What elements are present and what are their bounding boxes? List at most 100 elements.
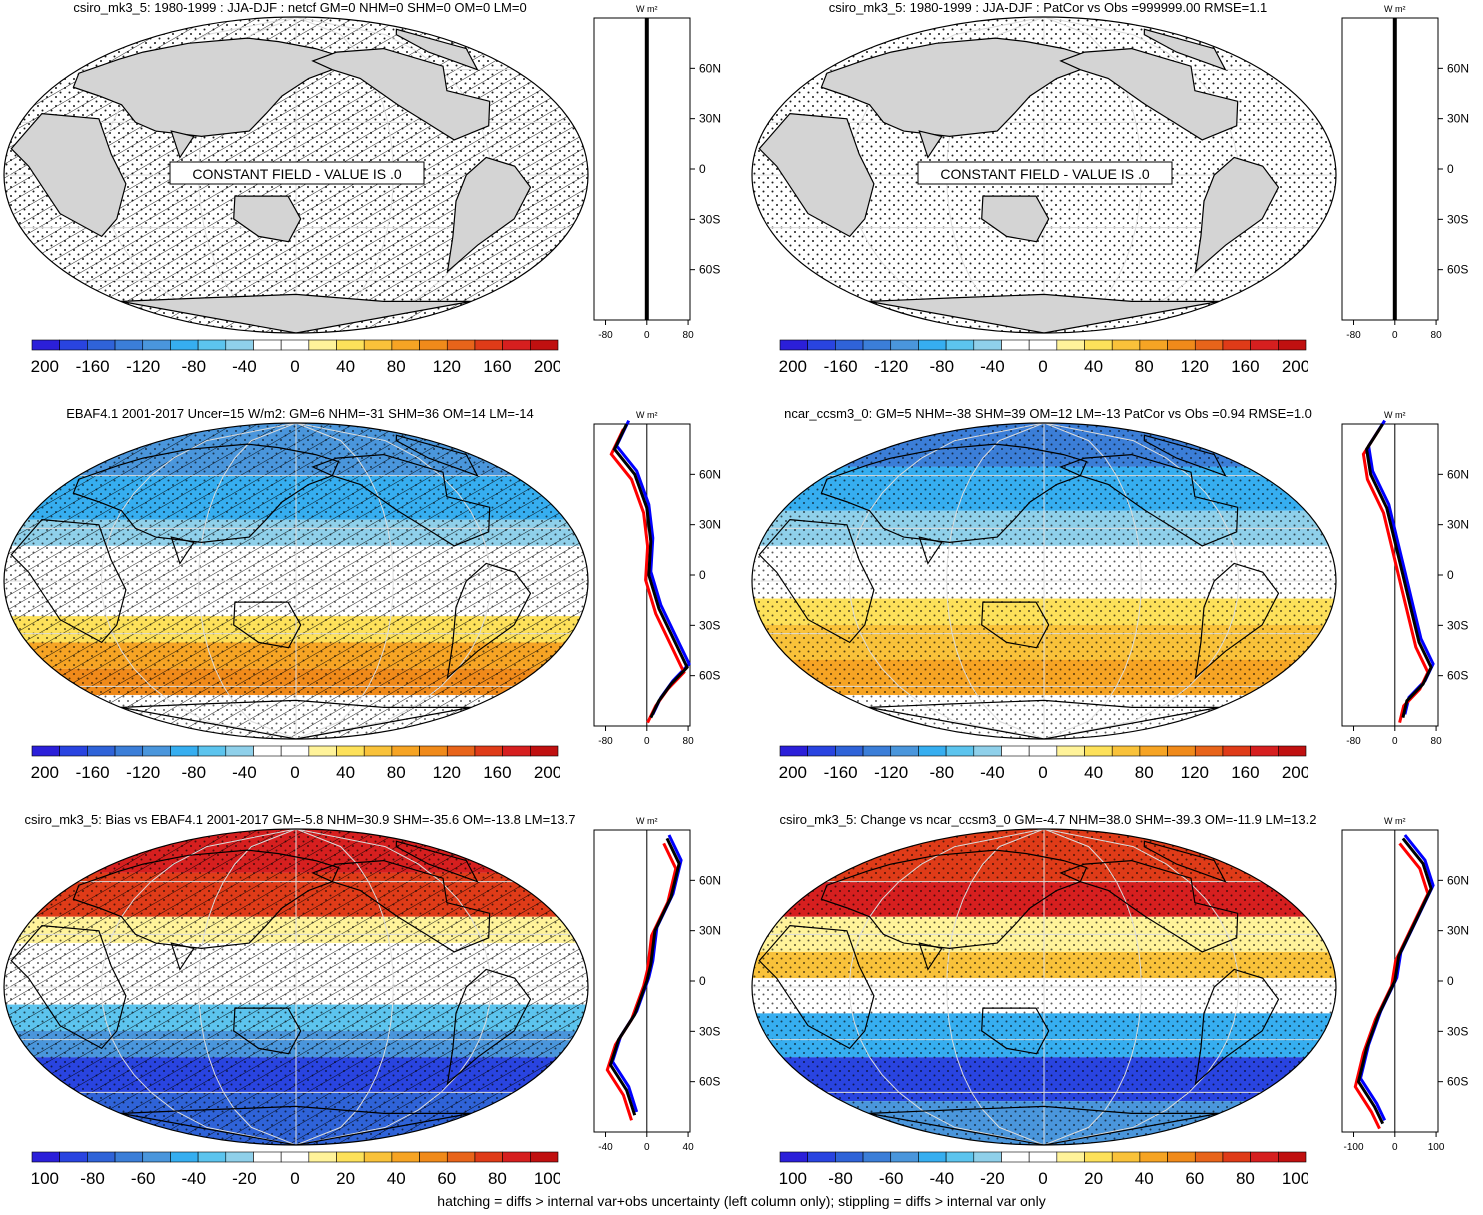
colorbar-cell: [87, 339, 116, 351]
colorbar-cell: [1056, 339, 1085, 351]
colorbar-label: 80: [1135, 763, 1154, 782]
colorbar-cell: [87, 1151, 116, 1163]
colorbar-label: 0: [290, 357, 299, 376]
profile-frame: [593, 17, 691, 321]
colorbar-cell: [1001, 339, 1030, 351]
colorbar-cell: [225, 339, 254, 351]
profile-line: [612, 423, 689, 719]
colorbar-cell: [807, 745, 836, 757]
colorbar-cell: [973, 339, 1002, 351]
colorbar-cell: [1167, 1151, 1196, 1163]
colorbar-label: -160: [824, 357, 858, 376]
colorbar-label: -40: [980, 357, 1005, 376]
colorbar-cell: [1111, 745, 1141, 757]
lat-label: 60S: [699, 1075, 720, 1089]
coastline: [868, 699, 1220, 739]
colorbar-label: 160: [483, 763, 511, 782]
lat-label: 0: [699, 162, 706, 176]
colorbar-cell: [446, 1151, 476, 1163]
colorbar-label: 160: [1231, 357, 1259, 376]
coastline: [170, 942, 195, 971]
coastline: [311, 47, 491, 141]
graticule-meridian: [295, 423, 394, 739]
colorbar: -200 -160 -120 -80 -40 0 40 80 120 160 200: [30, 745, 560, 782]
colorbar-cell: [225, 745, 254, 757]
colorbar-label: 100: [1282, 1169, 1308, 1188]
colorbar-cell: [197, 339, 227, 351]
coastline: [233, 195, 302, 243]
profile-frame: [593, 423, 691, 727]
colorbar-cell: [779, 339, 808, 351]
x-tick-label: 80: [1431, 330, 1443, 340]
zonal-mean-profile: W m² 60N 30N 0 30S 60S -80 0 80: [593, 410, 721, 746]
colorbar-label: -200: [30, 357, 59, 376]
colorbar-label: 80: [387, 763, 406, 782]
colorbar-cell: [419, 339, 448, 351]
coastline: [170, 536, 195, 565]
graticule-meridian: [1043, 829, 1142, 1145]
x-tick-label: -40: [598, 1142, 613, 1152]
colorbar-label: 160: [1231, 763, 1259, 782]
coastline: [1194, 968, 1280, 1086]
colorbar-cell: [1194, 1151, 1224, 1163]
graticule-meridian: [100, 423, 297, 739]
profile-line: [1356, 837, 1433, 1125]
colorbar-cell: [1222, 745, 1251, 757]
coastline: [1059, 47, 1239, 141]
colorbar-cell: [1028, 339, 1058, 351]
coastline: [981, 1007, 1050, 1055]
colorbar: -200 -160 -120 -80 -40 0 40 80 120 160 200: [778, 339, 1308, 376]
coastline: [918, 536, 943, 565]
colorbar-label: -120: [126, 357, 160, 376]
colorbar-label: -40: [980, 763, 1005, 782]
colorbar-cell: [114, 745, 144, 757]
zonal-mean-profile: W m² 60N 30N 0 30S 60S -100 0 100: [1341, 816, 1469, 1152]
map-panel-3: EBAF4.1 2001-2017 Uncer=15 W/m2: GM=6 NH…: [0, 406, 740, 806]
coastline: [820, 849, 1088, 950]
colorbar-label: -200: [778, 357, 807, 376]
map-panel-1: csiro_mk3_5: 1980-1999 : JJA-DJF : netcf…: [0, 0, 740, 400]
coastline: [233, 1007, 302, 1055]
coastline: [72, 849, 340, 950]
graticule-meridian: [848, 423, 1045, 739]
colorbar-cell: [890, 339, 919, 351]
graticule-meridian: [1043, 423, 1240, 739]
colorbar-cell: [197, 1151, 227, 1163]
colorbar-cell: [308, 745, 337, 757]
coastline: [1194, 562, 1280, 680]
colorbar-cell: [474, 339, 503, 351]
coastline: [311, 453, 491, 547]
colorbar-label: -80: [930, 763, 955, 782]
colorbar-cell: [835, 1151, 864, 1163]
lat-label: 60N: [1447, 61, 1469, 75]
map-panel-6: csiro_mk3_5: Change vs ncar_ccsm3_0 GM=-…: [748, 812, 1483, 1212]
colorbar-label: -40: [182, 1169, 207, 1188]
colorbar-label: 40: [1135, 1169, 1154, 1188]
graticule-meridian: [100, 829, 297, 1145]
colorbar-cell: [779, 1151, 808, 1163]
colorbar-label: 0: [290, 1169, 299, 1188]
colorbar-label: 60: [1185, 1169, 1204, 1188]
colorbar-cell: [1056, 745, 1085, 757]
graticule-meridian: [946, 829, 1045, 1145]
colorbar-label: 120: [433, 357, 461, 376]
coastline: [395, 840, 479, 883]
colorbar-cell: [31, 339, 60, 351]
coastline: [233, 601, 302, 649]
coastline: [72, 443, 340, 544]
x-tick-label: 80: [1431, 736, 1443, 746]
colorbar-label: 20: [1084, 1169, 1103, 1188]
lat-label: 60S: [699, 669, 720, 683]
colorbar-label: -40: [930, 1169, 955, 1188]
colorbar-cell: [835, 339, 864, 351]
colorbar-label: 100: [534, 1169, 560, 1188]
map-border: [751, 422, 1337, 740]
graticule-meridian: [295, 829, 394, 1145]
colorbar-cell: [530, 339, 559, 351]
coastline: [10, 112, 127, 238]
colorbar-cell: [142, 745, 171, 757]
colorbar-cell: [1028, 745, 1058, 757]
lat-label: 30S: [699, 212, 720, 226]
lat-label: 60N: [1447, 873, 1469, 887]
lat-label: 0: [1447, 974, 1454, 988]
